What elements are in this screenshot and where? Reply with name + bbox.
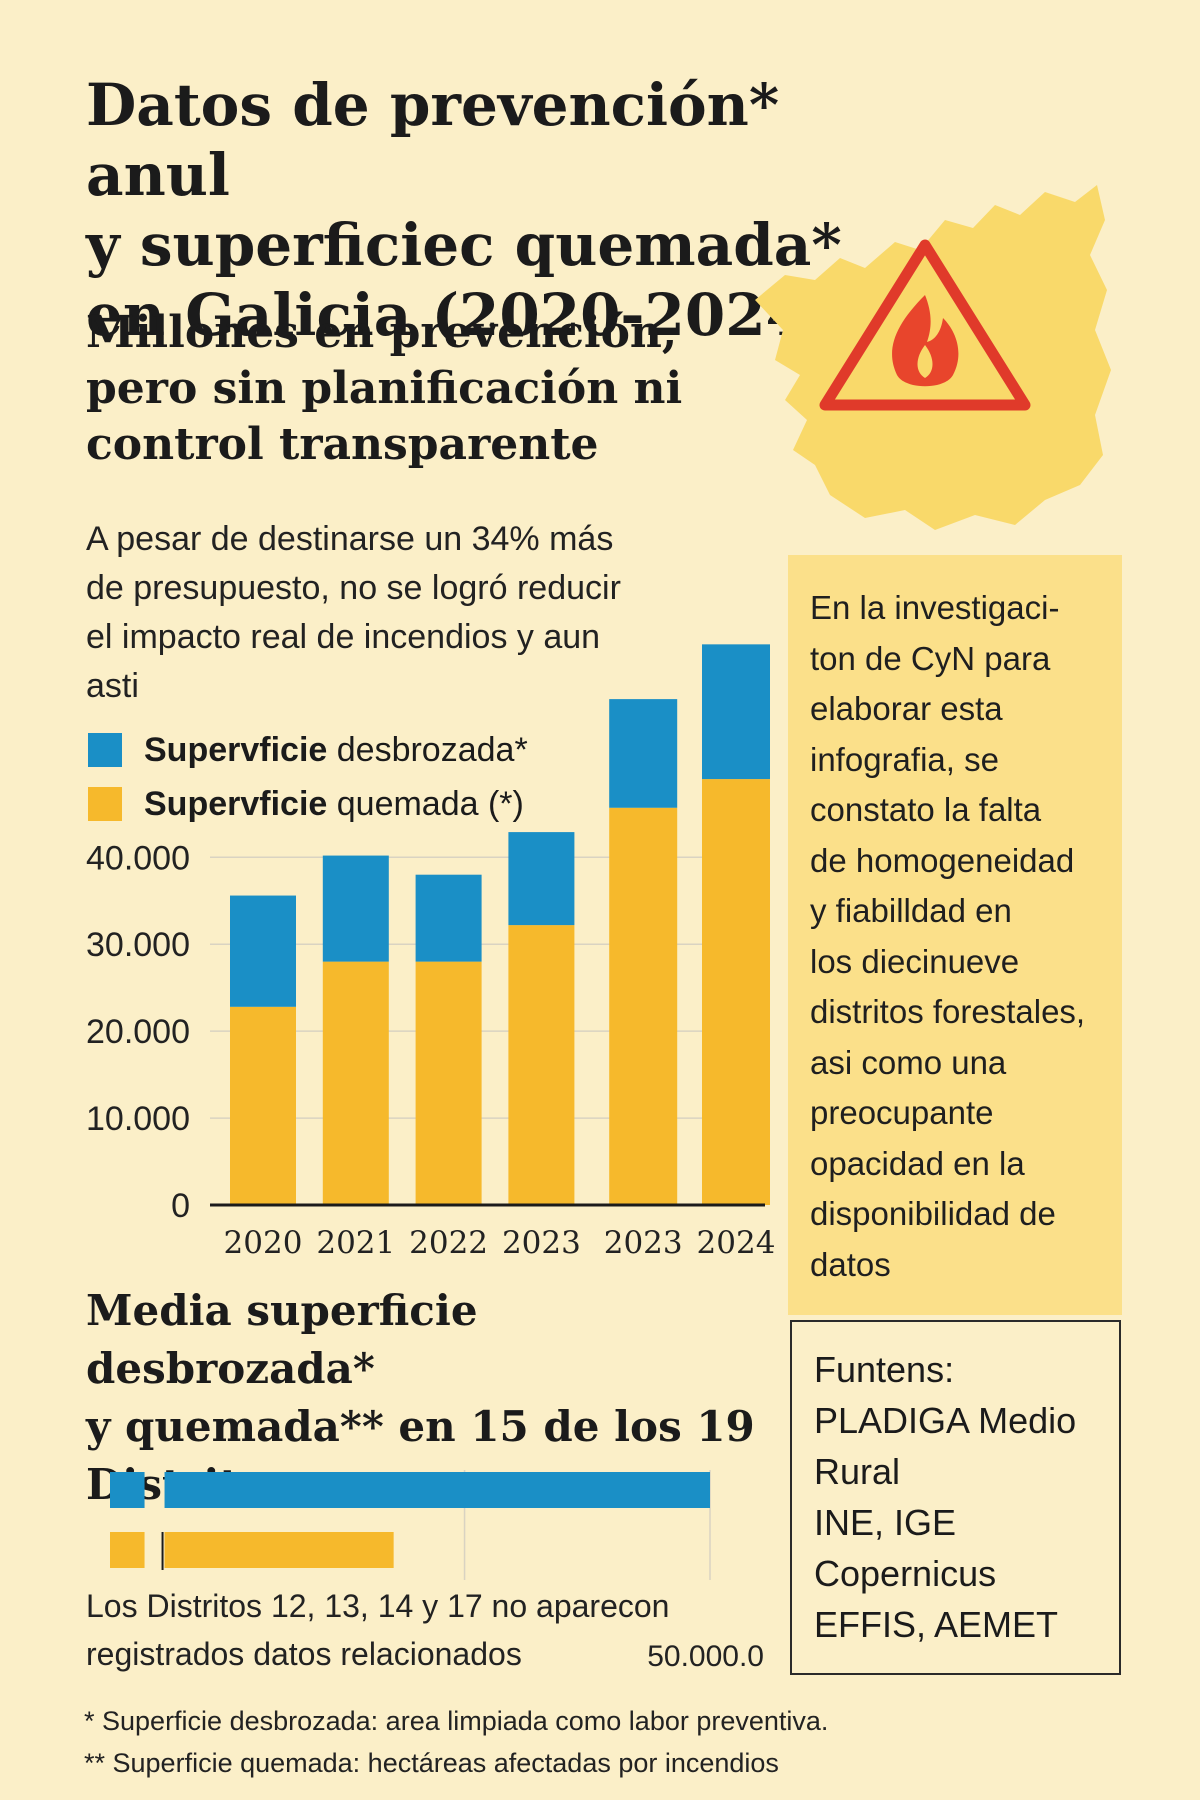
bar (230, 895, 296, 1007)
source-item: PLADIGA Medio (814, 1400, 1077, 1441)
callout-line: elaborar esta (810, 690, 1003, 727)
footnote: ** Superficie quemada: hectáreas afectad… (84, 1748, 779, 1778)
source-item: INE, IGE (814, 1502, 957, 1543)
chart2-note: Los Distritos 12, 13, 14 y 17 no apareco… (86, 1582, 726, 1678)
chart2-title-line: Media superficie desbrozada* (86, 1286, 478, 1393)
chart2-note-line: Los Distritos 12, 13, 14 y 17 no apareco… (86, 1588, 670, 1624)
subtitle-line: Millones en prevención, (86, 307, 678, 358)
callout-line: datos (810, 1245, 891, 1283)
bar (508, 925, 575, 1205)
bar (415, 874, 482, 962)
callout-line: disponibilidad de (810, 1195, 1056, 1232)
subtitle-line: pero sin planificación ni (86, 363, 683, 414)
legend-item-quemada: Supervficie quemada (*) (88, 782, 528, 826)
sources-heading: Funtens: (814, 1349, 955, 1390)
callout-line: los diecinueve (810, 942, 1020, 980)
legend-label: Supervficie quemada (*) (144, 784, 524, 823)
x-tick-label: 2024 (697, 1225, 776, 1261)
source-item: Copernicus (814, 1553, 997, 1594)
y-tick-label: 40.000 (86, 839, 190, 877)
chart2-title-line: y quemada** en 15 de los 19 (86, 1402, 755, 1451)
intro-text: A pesar de destinarse un 34% más de pres… (86, 515, 686, 711)
bar (702, 644, 770, 780)
bar (702, 779, 770, 1205)
bar (230, 1006, 296, 1205)
source-item: EFFIS, AEMET (814, 1604, 1059, 1645)
x-tick-label: 2023 (604, 1225, 683, 1261)
x-tick-label: 2022 (409, 1225, 488, 1261)
horizontal-bar-chart (110, 1470, 711, 1580)
bar (322, 855, 389, 962)
x-tick-label: 2023 (502, 1225, 581, 1261)
intro-line: asti (86, 667, 139, 705)
intro-line: el impacto real de incendios y aun (86, 618, 601, 656)
callout-line: opacidad en la (810, 1144, 1025, 1182)
title-line: y superficiec quemada* (86, 211, 842, 279)
footnotes: * Superficie desbrozada: area limpiada c… (84, 1700, 1134, 1784)
chart2-note-line: registrados datos relacionados (86, 1636, 522, 1672)
title-line: en Galicia (2020-2024) (86, 281, 834, 349)
bar-stub (110, 1472, 145, 1508)
callout-line: de homogeneidad (810, 841, 1075, 879)
bar (415, 961, 482, 1205)
callout-line: ton de CyN para (810, 639, 1051, 677)
callout-line: distritos forestales, (810, 993, 1086, 1030)
x-tick-label: 2021 (316, 1225, 395, 1261)
callout-line: preocupante (810, 1094, 994, 1131)
legend-swatch-yellow (88, 787, 122, 821)
callout-line: infografia, se (810, 740, 999, 778)
callout-line: En la investigaci- (810, 589, 1060, 626)
y-tick-label: 10.000 (86, 1100, 190, 1138)
callout-line: y fiabilldad en (810, 892, 1012, 929)
source-item: Rural (814, 1451, 901, 1492)
legend-item-desbrozada: Supervficie desbrozada* (88, 728, 528, 772)
chart2-x-tick-label: 50.000.0 (647, 1640, 764, 1673)
galicia-map (755, 185, 1111, 530)
chart-legend: Supervficie desbrozada* Supervficie quem… (88, 728, 528, 836)
x-tick-label: 2020 (224, 1225, 303, 1261)
y-tick-label: 20.000 (86, 1013, 190, 1051)
sources-box: Funtens: PLADIGA Medio Rural INE, IGE Co… (790, 1320, 1121, 1675)
footnote: * Superficie desbrozada: area limpiada c… (84, 1706, 829, 1736)
callout-line: constato la falta (810, 791, 1042, 828)
intro-line: de presupuesto, no se logró reducir (86, 569, 621, 607)
y-tick-label: 30.000 (86, 926, 190, 964)
stacked-bar-chart: 0 10.000 20.000 30.000 40.000 2020 2021 2022 202… (86, 644, 776, 1261)
bar (508, 832, 575, 926)
y-tick-label: 0 (171, 1187, 190, 1225)
bar (164, 1472, 710, 1508)
intro-line: A pesar de destinarse un 34% más (86, 520, 614, 558)
page-title: Datos de prevención* anul y superficiec … (86, 70, 886, 350)
investigation-callout: En la investigaci- ton de CyN para elabo… (788, 555, 1122, 1315)
legend-swatch-blue (88, 733, 122, 767)
bar (609, 807, 678, 1205)
bar-stub (110, 1532, 145, 1568)
bar (322, 961, 389, 1205)
legend-label: Supervficie desbrozada* (144, 730, 528, 769)
subtitle-line: control transparente (86, 419, 599, 470)
page-subtitle: Millones en prevención, pero sin planifi… (86, 305, 726, 473)
bar (609, 699, 678, 808)
fire-warning-icon (819, 239, 1031, 411)
bar (164, 1532, 394, 1568)
callout-line: asi como una (810, 1043, 1007, 1081)
title-line: Datos de prevención* anul (86, 71, 780, 209)
